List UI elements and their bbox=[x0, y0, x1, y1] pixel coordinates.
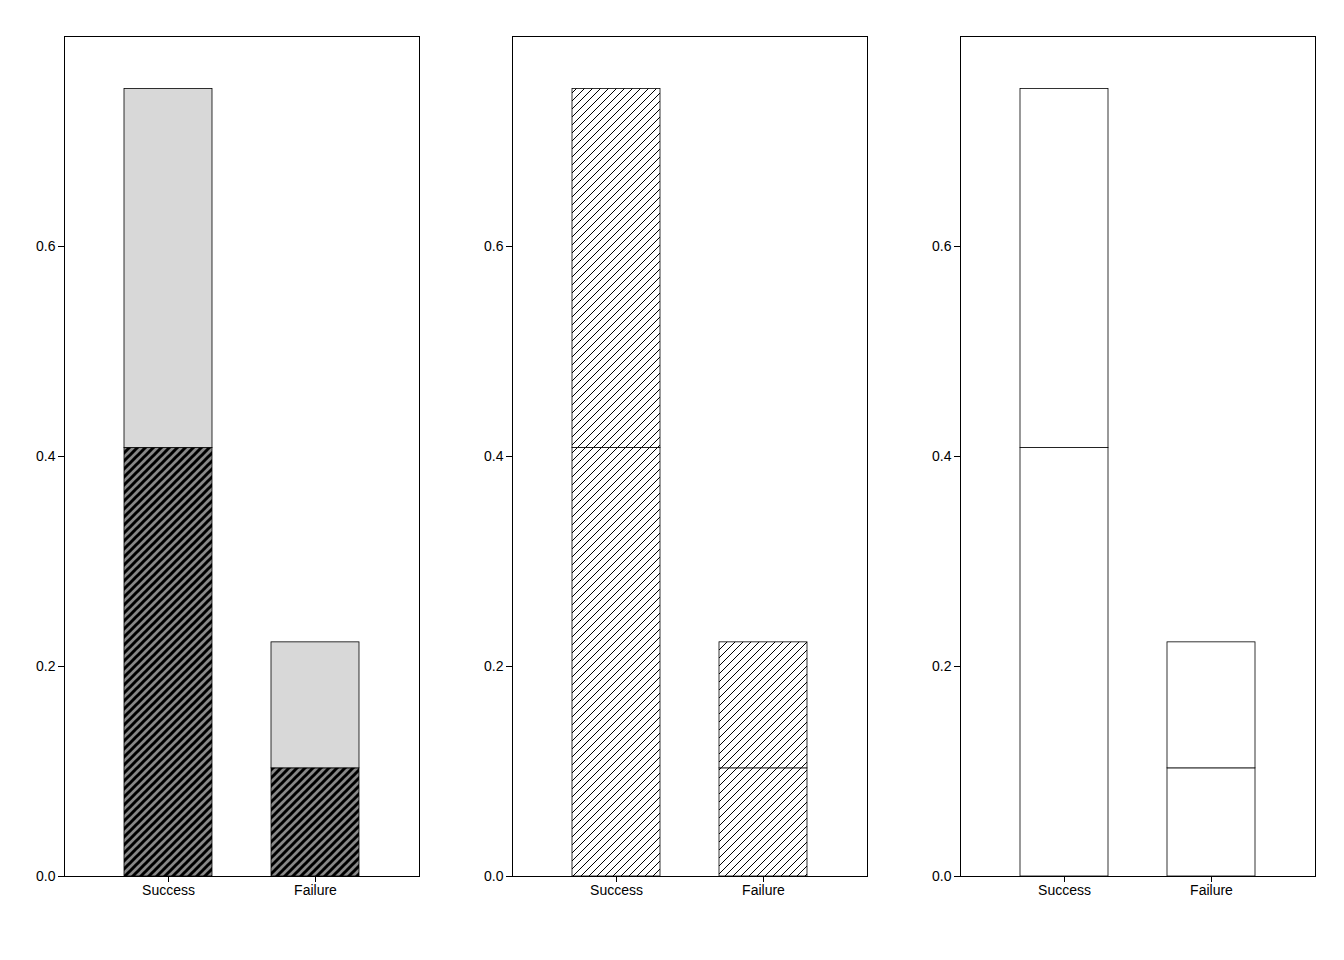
svg-text:0.4: 0.4 bbox=[36, 448, 56, 464]
svg-text:0.0: 0.0 bbox=[36, 868, 56, 884]
svg-text:0.0: 0.0 bbox=[932, 868, 952, 884]
svg-text:0.6: 0.6 bbox=[484, 238, 504, 254]
svg-text:0.2: 0.2 bbox=[36, 658, 56, 674]
svg-text:Failure: Failure bbox=[742, 882, 785, 898]
svg-text:0.6: 0.6 bbox=[932, 238, 952, 254]
svg-text:Success: Success bbox=[590, 882, 643, 898]
svg-text:Success: Success bbox=[142, 882, 195, 898]
svg-text:0.2: 0.2 bbox=[932, 658, 952, 674]
svg-text:0.4: 0.4 bbox=[932, 448, 952, 464]
svg-text:Success: Success bbox=[1038, 882, 1091, 898]
svg-text:0.6: 0.6 bbox=[36, 238, 56, 254]
svg-text:0.0: 0.0 bbox=[484, 868, 504, 884]
svg-text:0.2: 0.2 bbox=[484, 658, 504, 674]
svg-text:0.4: 0.4 bbox=[484, 448, 504, 464]
svg-text:Failure: Failure bbox=[1190, 882, 1233, 898]
svg-text:Failure: Failure bbox=[294, 882, 337, 898]
